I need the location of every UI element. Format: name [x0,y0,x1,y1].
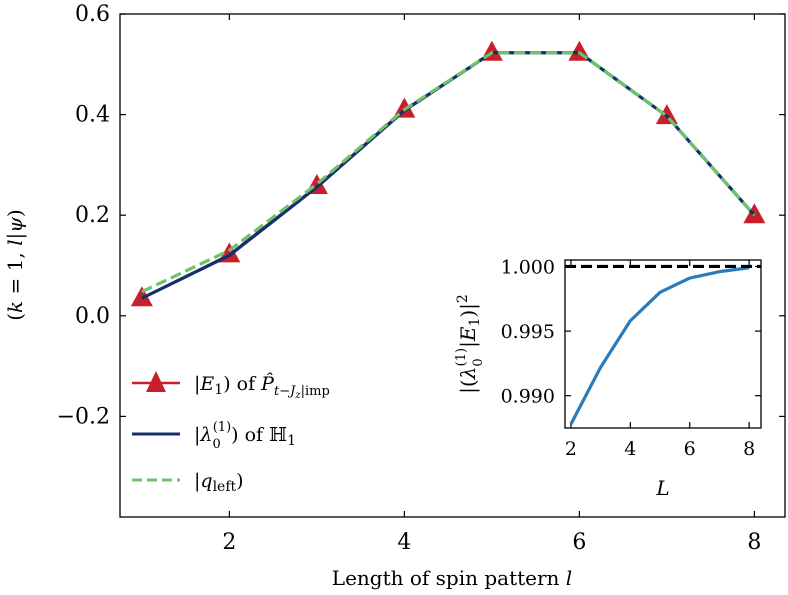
inset-x-axis-label: L [655,476,669,500]
legend-triangle-marker [146,371,166,392]
legend: |E1) of P̂t−Jz|imp |λ0(1)) of ℍ1 |qleft) [132,371,330,495]
inset-x-tick-label: 6 [684,438,696,460]
main-y-tick-label: 0.0 [75,304,110,329]
main-x-tick-label: 8 [747,530,761,555]
main-series-0-marker [655,104,678,125]
legend-label-lambda: |λ0(1)) of ℍ1 [194,420,296,452]
inset-y-tick-label: 0.995 [501,321,555,343]
inset-y-tick-label: 0.990 [501,386,555,408]
main-y-tick-label: 0.6 [75,2,110,27]
main-y-tick-label: 0.4 [75,103,110,128]
legend-entry-qleft: |qleft) [132,470,244,495]
inset-y-axis-label: |(λ0(1)|E1)|2 [454,294,486,394]
x-axis-label: Length of spin pattern l [332,566,572,590]
inset-y-tick-label: 1.000 [501,256,555,278]
main-x-tick-label: 4 [397,530,411,555]
main-plot-frame [119,13,786,518]
main-series-0-marker [130,286,153,307]
y-axis-label: (k = 1, l|ψ) [3,209,28,321]
inset-x-tick-label: 8 [743,438,755,460]
main-series-0-marker [393,97,416,118]
legend-entry-eigenstate: |E1) of P̂t−Jz|imp [132,371,330,401]
main-y-tick-label: −0.2 [57,404,110,429]
inset-background [565,260,761,428]
main-x-tick-label: 2 [222,530,236,555]
main-x-tick-label: 6 [572,530,586,555]
main-series-2-line [141,51,756,294]
legend-label-qleft: |qleft) [194,470,244,495]
legend-entry-lambda: |λ0(1)) of ℍ1 [132,420,296,452]
main-plot: 2 4 6 8 −0.2 0.0 0.2 0.4 0.6 Length of spin patt… [3,2,786,590]
legend-label-eigenstate: |E1) of P̂t−Jz|imp [194,373,330,401]
inset-plot: 2 4 6 8 0.990 0.995 1.000 L |(λ0(1)|E1)|2 [454,256,762,500]
inset-x-tick-label: 4 [624,438,636,460]
main-y-tick-label: 0.2 [75,203,110,228]
inset-frame [564,259,762,429]
inset-x-tick-label: 2 [565,438,577,460]
inset-series-0-line [569,266,750,425]
